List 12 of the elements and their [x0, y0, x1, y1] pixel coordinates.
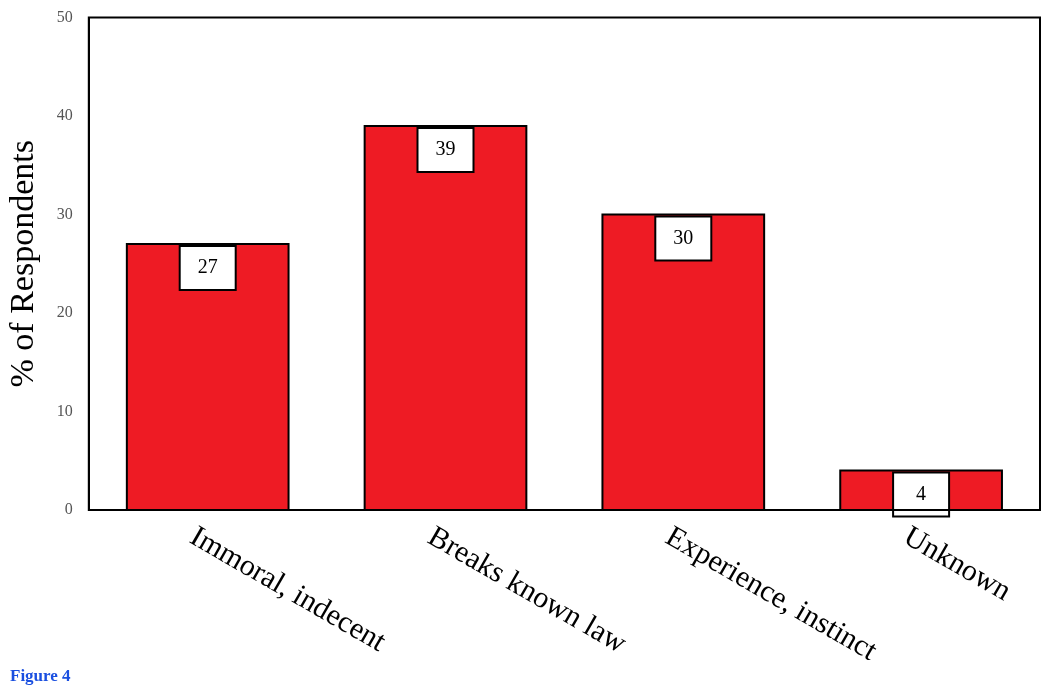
y-tick-label: 50 [56, 7, 73, 25]
y-tick-label: 10 [56, 401, 73, 419]
y-tick-label: 20 [56, 303, 73, 321]
data-label: 39 [435, 137, 456, 160]
y-tick-label: 30 [56, 204, 73, 222]
y-tick-label: 0 [64, 500, 73, 518]
data-label: 27 [197, 255, 218, 278]
y-tick-label: 40 [56, 106, 73, 124]
caption: Figure 4 [10, 666, 71, 686]
data-label: 4 [916, 481, 927, 504]
data-label: 30 [673, 225, 694, 248]
y-axis-title: % of Respondents [3, 140, 41, 388]
